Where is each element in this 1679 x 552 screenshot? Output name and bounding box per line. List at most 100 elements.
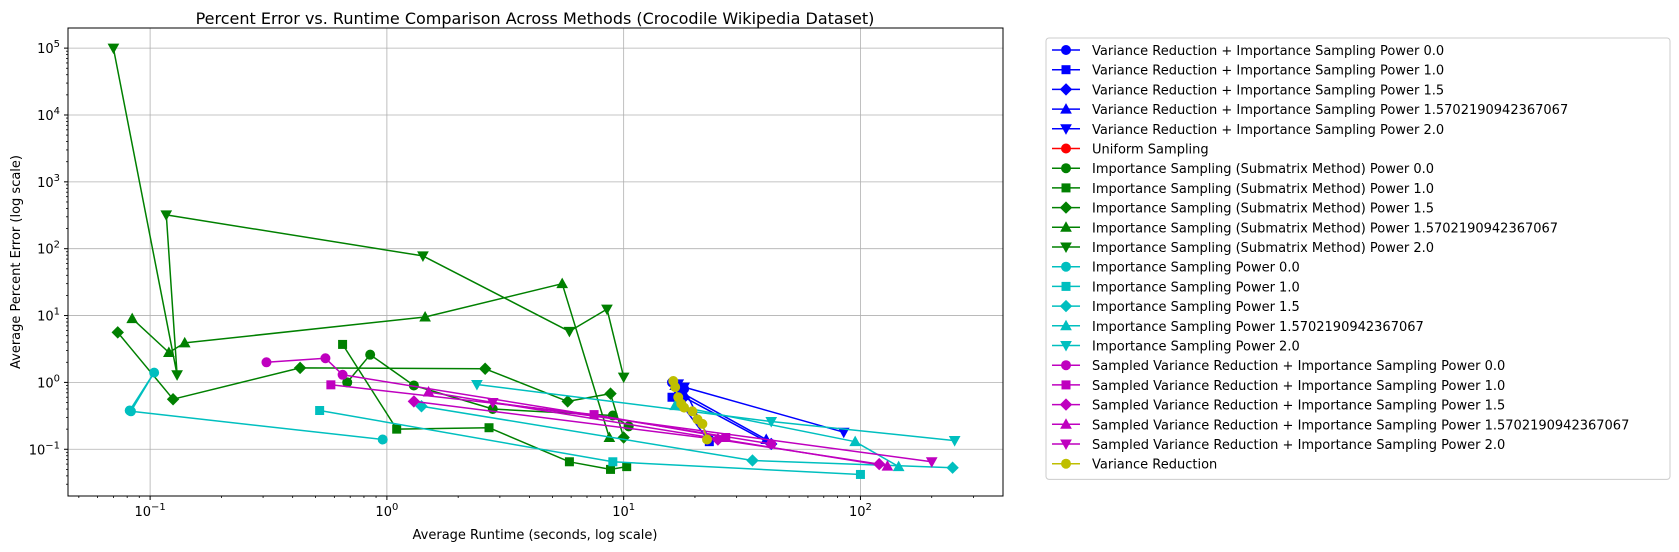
data-point <box>589 410 599 420</box>
legend-item: Importance Sampling (Submatrix Method) P… <box>1052 162 1434 177</box>
data-point <box>484 423 494 433</box>
data-point <box>563 326 576 338</box>
axis-layer: 10−1 100 101 102 10−1 100 101 102 103 104 105 <box>29 39 974 520</box>
legend-marker <box>1059 83 1073 96</box>
data-point <box>111 326 124 339</box>
series-line <box>492 401 932 463</box>
data-point <box>606 464 616 474</box>
data-point <box>946 461 959 474</box>
legend-marker <box>1060 124 1072 135</box>
series-line <box>266 357 772 445</box>
data-point <box>849 435 862 447</box>
legend-marker <box>1060 319 1072 331</box>
series-layer <box>107 43 961 479</box>
x-tick-label: 10−1 <box>134 502 165 520</box>
series-22 <box>668 375 713 445</box>
legend-label: Importance Sampling Power 1.5 <box>1092 300 1300 315</box>
data-point <box>365 349 376 360</box>
legend-label: Sampled Variance Reduction + Importance … <box>1092 399 1505 414</box>
x-tick-label: 101 <box>612 502 635 520</box>
data-point <box>261 357 272 368</box>
data-point <box>125 406 136 417</box>
legend-item: Variance Reduction + Importance Sampling… <box>1052 123 1444 138</box>
legend-marker <box>1060 242 1072 254</box>
legend-label: Sampled Variance Reduction + Importance … <box>1092 418 1629 433</box>
data-point <box>697 418 708 429</box>
series-16 <box>471 380 961 447</box>
data-point <box>687 406 698 417</box>
data-point <box>338 339 348 349</box>
data-point <box>315 406 325 416</box>
legend-marker <box>1061 163 1071 174</box>
legend-marker <box>1061 458 1071 469</box>
legend-item: Sampled Variance Reduction + Importance … <box>1052 398 1505 414</box>
legend-marker <box>1061 281 1071 291</box>
legend-item: Variance Reduction + Importance Sampling… <box>1052 64 1444 79</box>
legend-label: Variance Reduction + Importance Sampling… <box>1092 64 1444 79</box>
data-point <box>561 395 574 408</box>
data-point <box>617 431 630 444</box>
data-point <box>608 457 618 467</box>
legend-label: Importance Sampling Power 1.570219094236… <box>1092 320 1424 335</box>
legend-item: Variance Reduction <box>1052 458 1217 473</box>
legend-marker <box>1060 341 1072 352</box>
legend-label: Importance Sampling (Submatrix Method) P… <box>1092 182 1434 197</box>
legend-marker <box>1061 380 1071 390</box>
data-point <box>320 353 331 364</box>
data-point <box>149 367 160 378</box>
legend-label: Sampled Variance Reduction + Importance … <box>1092 438 1505 453</box>
data-point <box>171 370 183 381</box>
data-point <box>107 43 120 55</box>
legend-item: Importance Sampling (Submatrix Method) P… <box>1052 182 1434 197</box>
y-tick-label: 100 <box>37 373 60 391</box>
series-line <box>421 405 953 469</box>
data-point <box>678 382 690 394</box>
legend-marker <box>1059 201 1073 214</box>
data-point <box>392 424 402 434</box>
series-9 <box>111 326 630 444</box>
x-axis-label: Average Runtime (seconds, log scale) <box>413 528 658 543</box>
data-point <box>702 434 713 445</box>
legend-label: Importance Sampling Power 1.0 <box>1092 280 1300 295</box>
legend-marker <box>1061 360 1071 371</box>
chart-title: Percent Error vs. Runtime Comparison Acr… <box>196 9 875 28</box>
legend-item: Importance Sampling Power 0.0 <box>1052 261 1300 276</box>
data-point <box>556 277 569 289</box>
data-point <box>617 372 630 384</box>
data-point <box>337 369 348 380</box>
y-tick-label: 105 <box>37 39 60 57</box>
legend-marker <box>1061 45 1071 55</box>
legend-marker <box>1059 299 1073 313</box>
legend-item: Importance Sampling (Submatrix Method) P… <box>1052 241 1434 256</box>
legend-label: Sampled Variance Reduction + Importance … <box>1092 359 1505 374</box>
data-point <box>160 210 173 221</box>
legend-label: Variance Reduction + Importance Sampling… <box>1092 103 1568 118</box>
data-point <box>486 398 499 409</box>
data-point <box>471 380 483 391</box>
legend-item: Importance Sampling (Submatrix Method) P… <box>1052 201 1434 217</box>
legend-label: Importance Sampling Power 0.0 <box>1092 261 1300 276</box>
data-point <box>407 395 421 408</box>
legend-label: Variance Reduction + Importance Sampling… <box>1092 44 1444 59</box>
legend-frame <box>1045 37 1671 480</box>
y-tick-label: 102 <box>37 240 60 258</box>
legend-label: Uniform Sampling <box>1092 143 1209 158</box>
data-point <box>881 460 894 471</box>
legend-item: Importance Sampling Power 1.5 <box>1052 299 1300 315</box>
legend-marker <box>1060 439 1072 451</box>
legend-marker <box>1059 398 1073 411</box>
series-line <box>117 331 625 438</box>
series-21 <box>486 398 938 468</box>
legend-marker <box>1061 143 1071 154</box>
legend-item: Sampled Variance Reduction + Importance … <box>1052 359 1505 374</box>
data-point <box>746 454 759 467</box>
data-point <box>837 427 850 439</box>
legend-label: Variance Reduction <box>1092 458 1217 473</box>
series-13 <box>315 406 865 479</box>
legend-item: Importance Sampling (Submatrix Method) P… <box>1052 221 1558 236</box>
legend-label: Importance Sampling (Submatrix Method) P… <box>1092 241 1434 256</box>
series-17 <box>261 353 777 449</box>
y-tick-label: 101 <box>37 307 60 325</box>
legend-label: Variance Reduction + Importance Sampling… <box>1092 123 1444 138</box>
